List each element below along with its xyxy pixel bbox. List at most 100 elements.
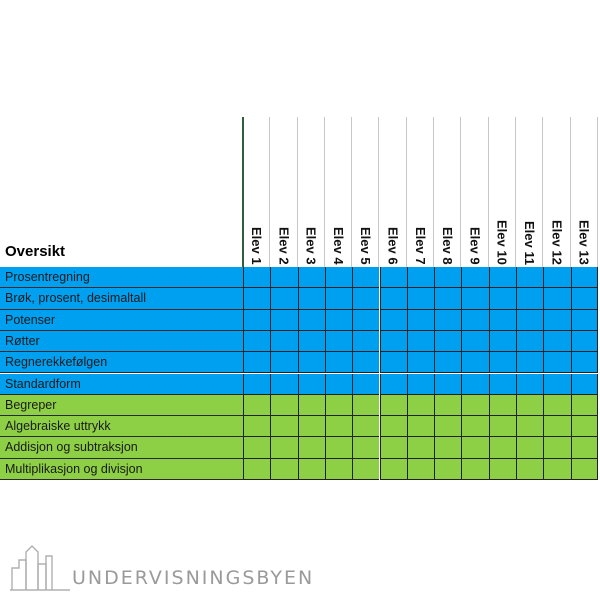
- grid-cell[interactable]: [379, 437, 407, 459]
- grid-cell[interactable]: [488, 373, 516, 395]
- grid-cell[interactable]: [434, 330, 462, 353]
- grid-cell[interactable]: [297, 352, 325, 374]
- grid-cell[interactable]: [461, 288, 489, 310]
- grid-cell[interactable]: [243, 458, 271, 480]
- grid-cell[interactable]: [488, 309, 516, 331]
- grid-cell[interactable]: [406, 373, 435, 395]
- grid-cell[interactable]: [570, 437, 598, 459]
- grid-cell[interactable]: [324, 267, 353, 289]
- grid-cell[interactable]: [570, 352, 598, 374]
- grid-cell[interactable]: [570, 394, 598, 417]
- grid-cell[interactable]: [488, 394, 516, 417]
- grid-cell[interactable]: [434, 288, 462, 310]
- grid-cell[interactable]: [543, 416, 571, 438]
- grid-cell[interactable]: [324, 288, 353, 310]
- grid-cell[interactable]: [543, 394, 571, 417]
- grid-cell[interactable]: [516, 330, 544, 353]
- grid-cell[interactable]: [543, 458, 571, 480]
- grid-cell[interactable]: [543, 352, 571, 374]
- grid-cell[interactable]: [461, 458, 489, 480]
- grid-cell[interactable]: [543, 373, 571, 395]
- grid-cell[interactable]: [406, 394, 435, 417]
- grid-cell[interactable]: [516, 288, 544, 310]
- grid-cell[interactable]: [379, 267, 407, 289]
- grid-cell[interactable]: [406, 330, 435, 353]
- grid-cell[interactable]: [488, 437, 516, 459]
- grid-cell[interactable]: [461, 352, 489, 374]
- grid-cell[interactable]: [461, 394, 489, 417]
- grid-cell[interactable]: [516, 437, 544, 459]
- grid-cell[interactable]: [434, 416, 462, 438]
- grid-cell[interactable]: [543, 288, 571, 310]
- grid-cell[interactable]: [324, 416, 353, 438]
- grid-cell[interactable]: [352, 352, 380, 374]
- grid-cell[interactable]: [406, 309, 435, 331]
- grid-cell[interactable]: [352, 267, 380, 289]
- grid-cell[interactable]: [461, 330, 489, 353]
- grid-cell[interactable]: [461, 309, 489, 331]
- grid-cell[interactable]: [379, 330, 407, 353]
- grid-cell[interactable]: [516, 373, 544, 395]
- grid-cell[interactable]: [243, 437, 271, 459]
- grid-cell[interactable]: [406, 458, 435, 480]
- grid-cell[interactable]: [379, 373, 407, 395]
- grid-cell[interactable]: [243, 288, 271, 310]
- grid-cell[interactable]: [270, 309, 298, 331]
- grid-cell[interactable]: [270, 458, 298, 480]
- grid-cell[interactable]: [297, 416, 325, 438]
- grid-cell[interactable]: [570, 330, 598, 353]
- grid-cell[interactable]: [297, 458, 325, 480]
- grid-cell[interactable]: [243, 416, 271, 438]
- grid-cell[interactable]: [270, 352, 298, 374]
- grid-cell[interactable]: [324, 394, 353, 417]
- grid-cell[interactable]: [461, 437, 489, 459]
- grid-cell[interactable]: [488, 288, 516, 310]
- grid-cell[interactable]: [297, 309, 325, 331]
- grid-cell[interactable]: [543, 267, 571, 289]
- grid-cell[interactable]: [488, 352, 516, 374]
- grid-cell[interactable]: [243, 267, 271, 289]
- grid-cell[interactable]: [270, 267, 298, 289]
- grid-cell[interactable]: [543, 309, 571, 331]
- grid-cell[interactable]: [570, 373, 598, 395]
- grid-cell[interactable]: [488, 330, 516, 353]
- grid-cell[interactable]: [516, 309, 544, 331]
- grid-cell[interactable]: [434, 458, 462, 480]
- grid-cell[interactable]: [570, 416, 598, 438]
- grid-cell[interactable]: [297, 288, 325, 310]
- grid-cell[interactable]: [406, 352, 435, 374]
- grid-cell[interactable]: [379, 309, 407, 331]
- grid-cell[interactable]: [516, 352, 544, 374]
- grid-cell[interactable]: [270, 373, 298, 395]
- grid-cell[interactable]: [324, 437, 353, 459]
- grid-cell[interactable]: [297, 267, 325, 289]
- grid-cell[interactable]: [406, 416, 435, 438]
- grid-cell[interactable]: [352, 416, 380, 438]
- grid-cell[interactable]: [270, 288, 298, 310]
- grid-cell[interactable]: [406, 267, 435, 289]
- grid-cell[interactable]: [297, 437, 325, 459]
- grid-cell[interactable]: [570, 267, 598, 289]
- grid-cell[interactable]: [488, 267, 516, 289]
- grid-cell[interactable]: [352, 437, 380, 459]
- grid-cell[interactable]: [406, 288, 435, 310]
- grid-cell[interactable]: [461, 416, 489, 438]
- grid-cell[interactable]: [543, 330, 571, 353]
- grid-cell[interactable]: [379, 288, 407, 310]
- grid-cell[interactable]: [461, 373, 489, 395]
- grid-cell[interactable]: [516, 394, 544, 417]
- grid-cell[interactable]: [297, 373, 325, 395]
- grid-cell[interactable]: [270, 437, 298, 459]
- grid-cell[interactable]: [570, 288, 598, 310]
- grid-cell[interactable]: [243, 373, 271, 395]
- grid-cell[interactable]: [297, 394, 325, 417]
- grid-cell[interactable]: [488, 458, 516, 480]
- grid-cell[interactable]: [434, 267, 462, 289]
- grid-cell[interactable]: [243, 394, 271, 417]
- grid-cell[interactable]: [379, 394, 407, 417]
- grid-cell[interactable]: [434, 309, 462, 331]
- grid-cell[interactable]: [516, 416, 544, 438]
- grid-cell[interactable]: [570, 309, 598, 331]
- grid-cell[interactable]: [379, 352, 407, 374]
- grid-cell[interactable]: [570, 458, 598, 480]
